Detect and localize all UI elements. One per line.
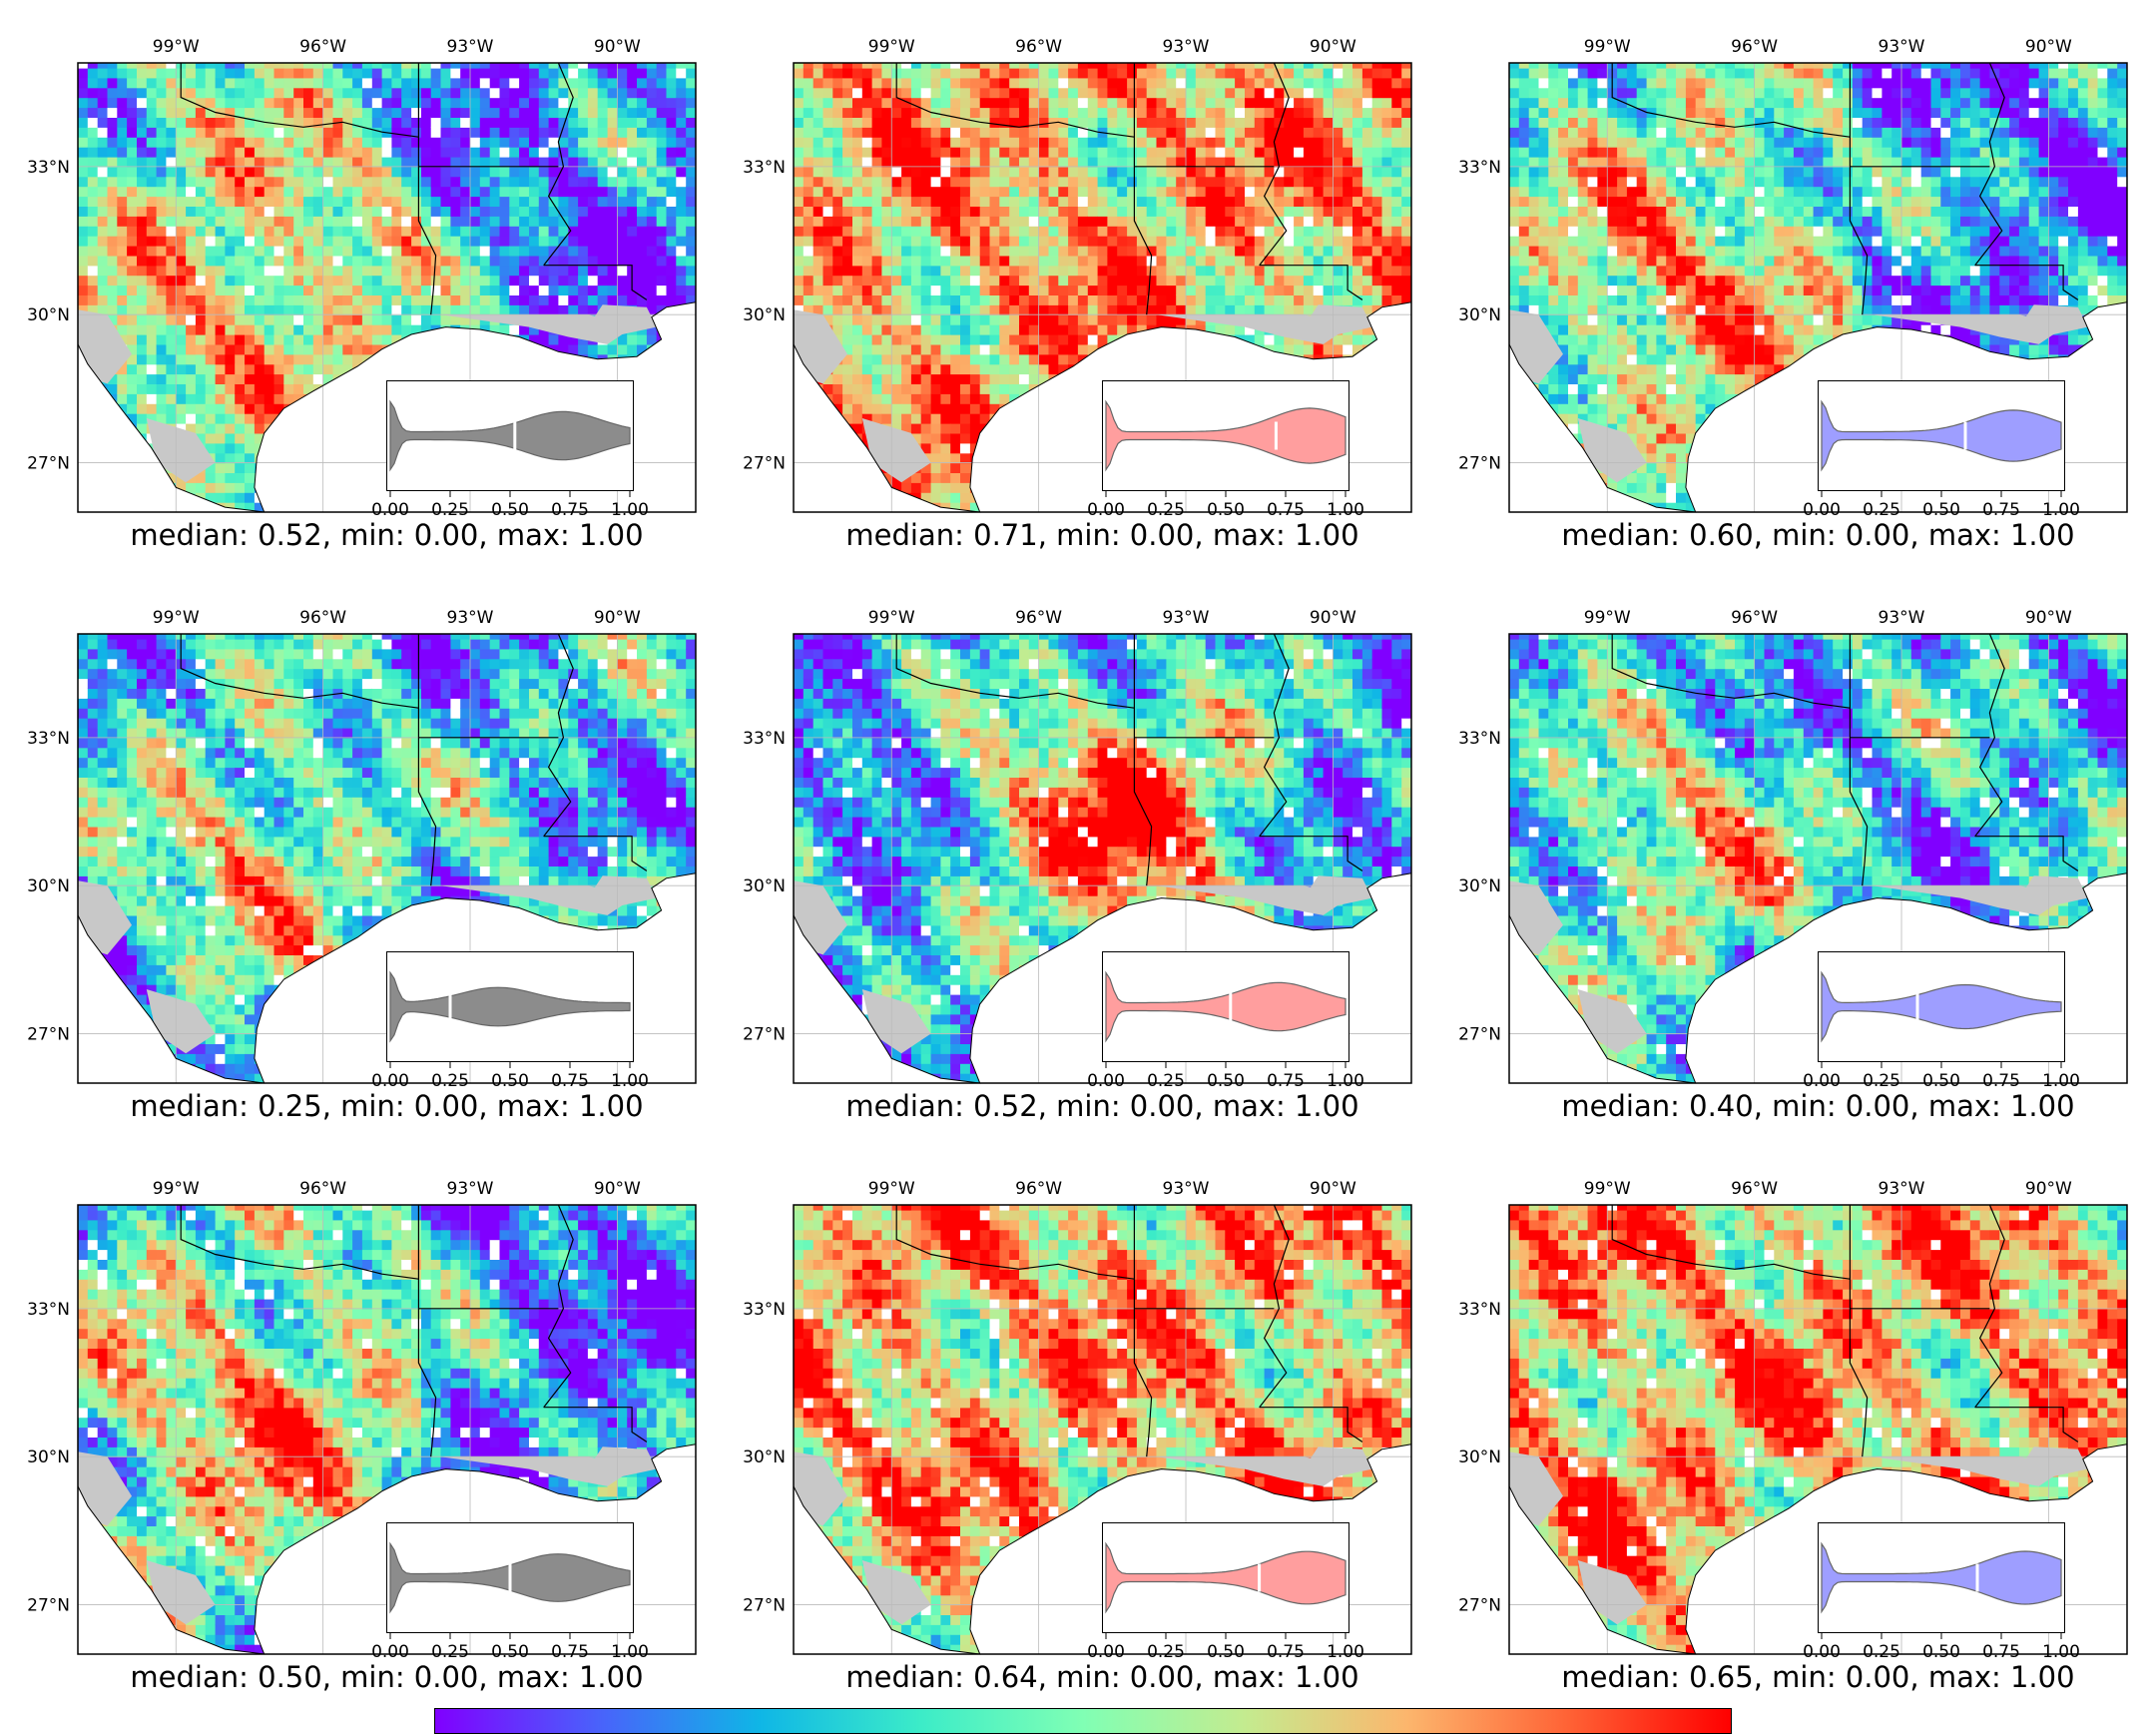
inset-tick-label: 0.00 (371, 1642, 409, 1662)
violin-shape (390, 972, 630, 1040)
inset-tick-label: 0.00 (1087, 500, 1125, 520)
inset-tick-label: 0.75 (1982, 1071, 2020, 1091)
panel-caption: median: 0.52, min: 0.00, max: 1.00 (130, 518, 643, 552)
panel-caption: median: 0.65, min: 0.00, max: 1.00 (1561, 1660, 2074, 1694)
violin-plot: 0.00 0.25 0.50 0.75 1.00 (0, 0, 719, 575)
inset-tick-label: 0.25 (431, 500, 469, 520)
inset-tick-label: 0.25 (1863, 1642, 1900, 1662)
inset-tick-label: 0.75 (1267, 1642, 1305, 1662)
inset-tick-label: 0.50 (491, 500, 529, 520)
violin-plot: 0.00 0.25 0.50 0.75 1.00 (1431, 571, 2150, 1146)
inset-tick-label: 0.75 (551, 500, 589, 520)
violin-shape (1822, 973, 2061, 1041)
inset-tick-label: 0.50 (1922, 1642, 1960, 1662)
inset-tick-label: 0.00 (1087, 1642, 1125, 1662)
panel-caption: median: 0.64, min: 0.00, max: 1.00 (845, 1660, 1358, 1694)
inset-tick-label: 0.00 (1087, 1071, 1125, 1091)
panel-caption: median: 0.71, min: 0.00, max: 1.00 (845, 518, 1358, 552)
violin-shape (1822, 402, 2061, 470)
violin-shape (1106, 402, 1346, 470)
violin-shape (1106, 1544, 1346, 1612)
inset-tick-label: 0.50 (1207, 1642, 1245, 1662)
inset-tick-label: 0.50 (491, 1642, 529, 1662)
violin-plot: 0.00 0.25 0.50 0.75 1.00 (0, 571, 719, 1146)
inset-tick-label: 1.00 (1327, 1642, 1364, 1662)
panel-caption: median: 0.52, min: 0.00, max: 1.00 (845, 1089, 1358, 1123)
inset-tick-label: 0.25 (431, 1642, 469, 1662)
inset-tick-label: 0.00 (1803, 1642, 1841, 1662)
inset-tick-label: 1.00 (1327, 1071, 1364, 1091)
inset-tick-label: 0.25 (1863, 500, 1900, 520)
inset-tick-label: 1.00 (2042, 1071, 2080, 1091)
inset-tick-label: 0.00 (1803, 1071, 1841, 1091)
violin-shape (1106, 973, 1346, 1041)
inset-tick-label: 0.50 (1922, 500, 1960, 520)
violin-plot: 0.00 0.25 0.50 0.75 1.00 (1431, 0, 2150, 575)
violin-shape (1822, 1544, 2061, 1612)
inset-tick-label: 1.00 (2042, 500, 2080, 520)
violin-plot: 0.00 0.25 0.50 0.75 1.00 (716, 0, 1434, 575)
inset-tick-label: 0.00 (371, 1071, 409, 1091)
inset-tick-label: 0.50 (1922, 1071, 1960, 1091)
panel-caption: median: 0.25, min: 0.00, max: 1.00 (130, 1089, 643, 1123)
inset-tick-label: 0.75 (551, 1642, 589, 1662)
inset-tick-label: 0.25 (1863, 1071, 1900, 1091)
inset-tick-label: 1.00 (611, 1642, 649, 1662)
inset-tick-label: 0.00 (1803, 500, 1841, 520)
inset-tick-label: 1.00 (611, 1071, 649, 1091)
violin-plot: 0.00 0.25 0.50 0.75 1.00 (716, 1142, 1434, 1717)
inset-tick-label: 1.00 (1327, 500, 1364, 520)
violin-shape (390, 402, 630, 470)
inset-tick-label: 0.25 (1147, 1642, 1185, 1662)
inset-tick-label: 0.25 (1147, 500, 1185, 520)
colorbar (434, 1708, 1732, 1734)
inset-tick-label: 0.50 (1207, 1071, 1245, 1091)
inset-tick-label: 0.75 (1267, 500, 1305, 520)
panel-caption: median: 0.40, min: 0.00, max: 1.00 (1561, 1089, 2074, 1123)
inset-tick-label: 0.50 (1207, 500, 1245, 520)
panel-caption: median: 0.50, min: 0.00, max: 1.00 (130, 1660, 643, 1694)
inset-tick-label: 0.75 (1982, 500, 2020, 520)
inset-tick-label: 1.00 (2042, 1642, 2080, 1662)
inset-tick-label: 0.50 (491, 1071, 529, 1091)
violin-plot: 0.00 0.25 0.50 0.75 1.00 (0, 1142, 719, 1717)
violin-plot: 0.00 0.25 0.50 0.75 1.00 (1431, 1142, 2150, 1717)
inset-tick-label: 0.75 (1982, 1642, 2020, 1662)
inset-tick-label: 0.25 (431, 1071, 469, 1091)
violin-plot: 0.00 0.25 0.50 0.75 1.00 (716, 571, 1434, 1146)
inset-tick-label: 0.75 (551, 1071, 589, 1091)
panel-caption: median: 0.60, min: 0.00, max: 1.00 (1561, 518, 2074, 552)
inset-tick-label: 1.00 (611, 500, 649, 520)
inset-tick-label: 0.00 (371, 500, 409, 520)
inset-tick-label: 0.75 (1267, 1071, 1305, 1091)
inset-tick-label: 0.25 (1147, 1071, 1185, 1091)
